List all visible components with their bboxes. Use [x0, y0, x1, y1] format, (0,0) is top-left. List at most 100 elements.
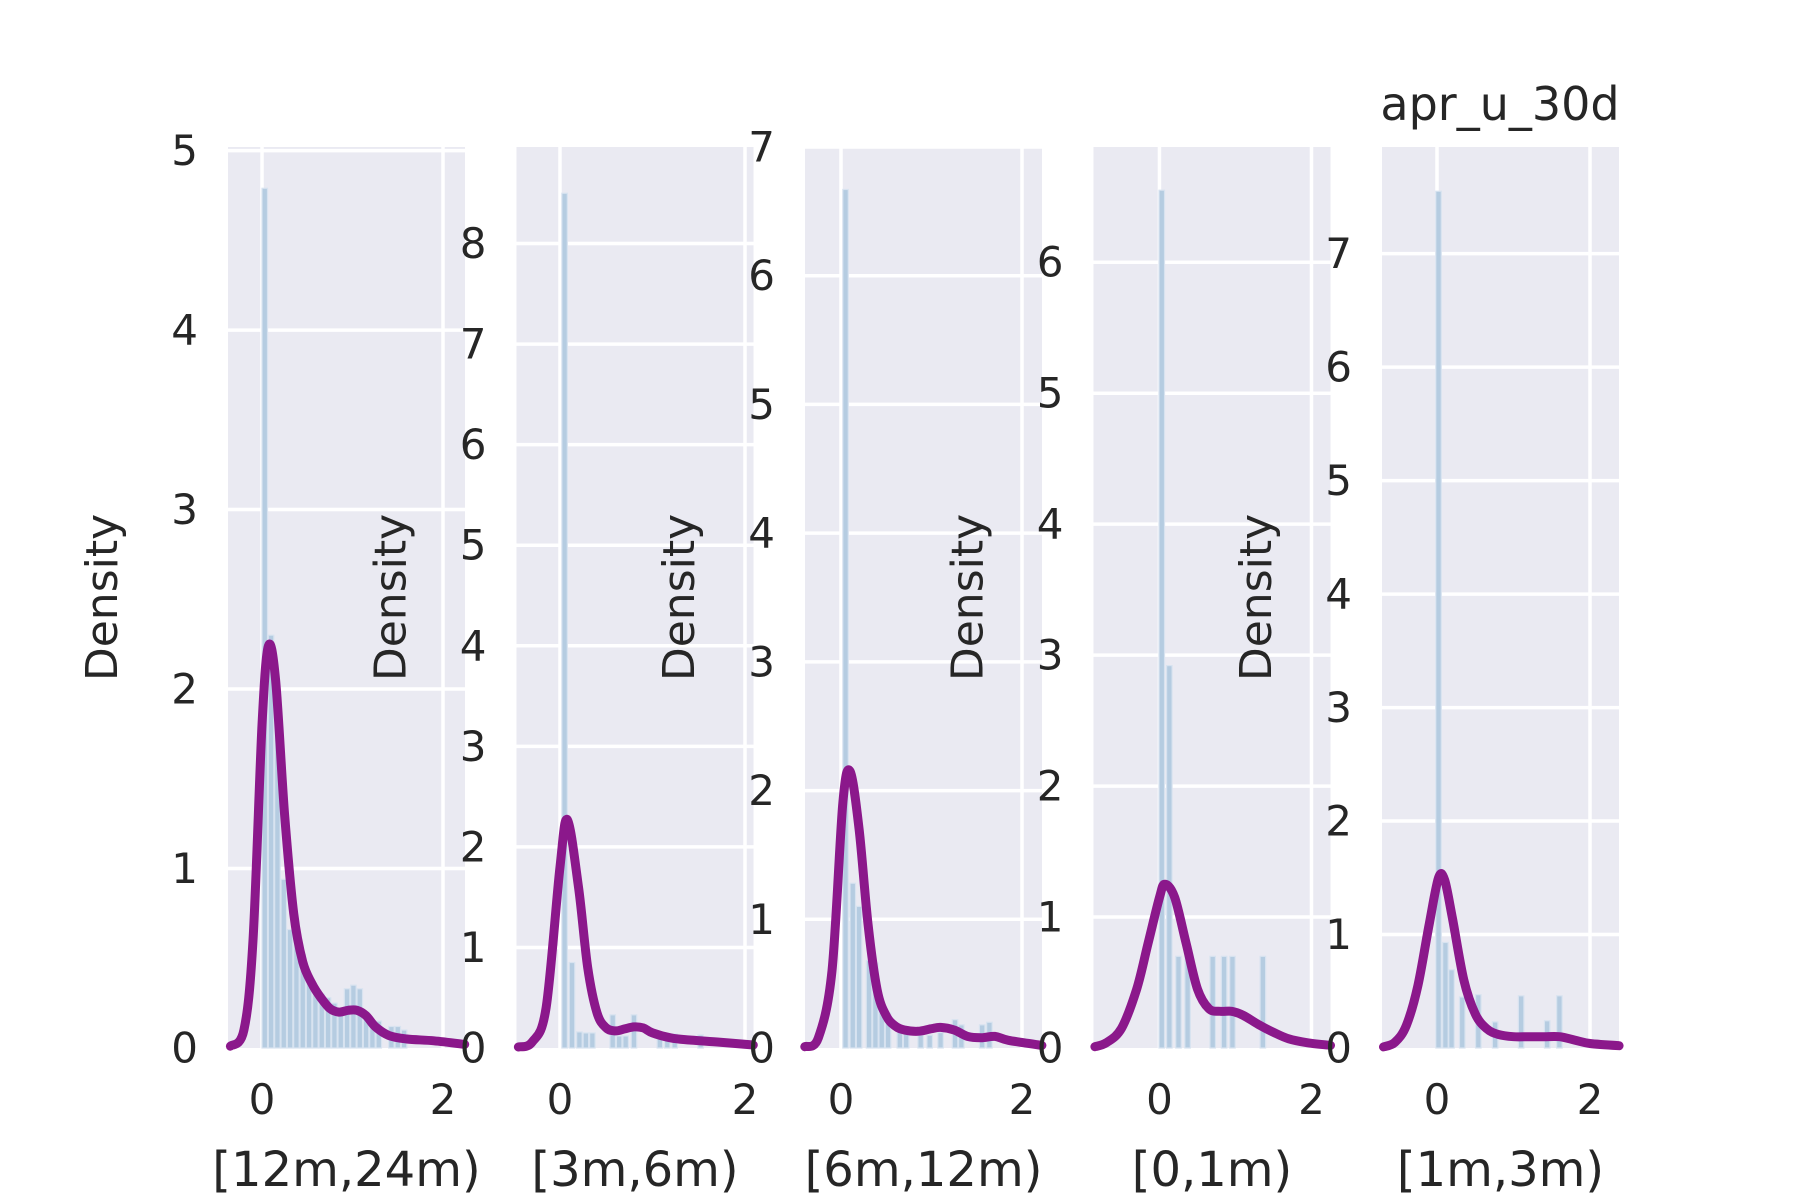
y-tick-label: 0: [748, 1024, 775, 1073]
x-axis-label: [3m,6m): [531, 1142, 738, 1198]
x-tick-label: 2: [732, 1075, 759, 1124]
y-tick-label: 6: [460, 420, 487, 469]
figure-title: apr_u_30d: [1380, 77, 1619, 131]
y-tick-label: 0: [1325, 1024, 1352, 1073]
y-tick-label: 0: [171, 1024, 198, 1073]
y-axis-label: Density: [654, 514, 705, 681]
y-axis-label: Density: [77, 514, 128, 681]
histogram-bar: [917, 1034, 924, 1049]
y-tick-label: 4: [460, 621, 487, 670]
histogram-bar: [937, 1031, 944, 1049]
histogram-bar: [331, 1002, 338, 1049]
histogram-bar: [1458, 996, 1466, 1049]
histogram-bar: [280, 878, 288, 1049]
histogram-bar: [261, 187, 269, 1049]
histogram-bar: [324, 997, 332, 1049]
y-tick-label: 3: [1037, 631, 1064, 680]
y-tick-label: 3: [1325, 683, 1352, 732]
y-axis-label: Density: [366, 514, 417, 681]
y-tick-label: 1: [171, 844, 198, 893]
y-tick-label: 5: [460, 521, 487, 570]
histogram-bar: [1448, 969, 1455, 1049]
x-tick-label: 2: [430, 1075, 457, 1124]
histogram-bar: [1517, 995, 1525, 1049]
histogram-bar: [1556, 995, 1563, 1049]
histogram-bar: [1209, 955, 1217, 1049]
histogram-bar: [1166, 664, 1173, 1049]
histogram-bar: [1435, 190, 1442, 1049]
y-tick-label: 7: [460, 320, 487, 369]
kde-curve: [225, 639, 470, 1051]
y-tick-label: 5: [171, 126, 198, 175]
histogram-bar: [576, 1031, 583, 1049]
histogram-bar: [1220, 955, 1228, 1049]
y-tick-label: 3: [460, 722, 487, 771]
y-tick-label: 3: [748, 637, 775, 686]
y-tick-label: 5: [1037, 369, 1064, 418]
y-tick-label: 7: [1325, 229, 1352, 278]
x-axis-label: [12m,24m): [212, 1142, 480, 1198]
histogram-bar: [350, 984, 357, 1049]
axes-background: [1093, 147, 1331, 1048]
y-tick-label: 4: [1325, 570, 1352, 619]
x-tick-label: 0: [1146, 1075, 1173, 1124]
histogram-bar: [1442, 941, 1449, 1049]
axes-background: [1382, 147, 1619, 1048]
y-tick-label: 6: [1325, 343, 1352, 392]
x-tick-label: 0: [547, 1075, 574, 1124]
y-tick-label: 1: [1037, 893, 1064, 942]
y-tick-label: 4: [748, 509, 775, 558]
histogram-bar: [343, 988, 351, 1049]
y-tick-label: 7: [748, 123, 775, 172]
histogram-bar: [855, 905, 863, 1049]
x-tick-label: 0: [1424, 1075, 1451, 1124]
subplot-[12m,24m): 0 1 2 3 4 5 0 2 [12m,24m) Density: [77, 126, 481, 1198]
x-axis-label: [1m,3m): [1397, 1142, 1604, 1198]
x-tick-label: 0: [828, 1075, 855, 1124]
y-tick-label: 5: [1325, 456, 1352, 505]
histogram-bar: [849, 882, 857, 1049]
histogram-bar: [286, 928, 294, 1049]
x-tick-label: 0: [249, 1075, 276, 1124]
y-tick-label: 2: [460, 822, 487, 871]
x-axis-label: [6m,12m): [805, 1142, 1043, 1198]
x-tick-label: 2: [1009, 1075, 1036, 1124]
y-tick-label: 1: [748, 895, 775, 944]
histogram-bar: [1158, 189, 1166, 1049]
y-tick-label: 0: [460, 1024, 487, 1073]
y-tick-label: 6: [1037, 238, 1064, 287]
kde-curve: [1379, 869, 1624, 1052]
y-tick-label: 0: [1037, 1024, 1064, 1073]
y-tick-label: 4: [1037, 500, 1064, 549]
y-tick-label: 2: [1325, 797, 1352, 846]
y-tick-label: 6: [748, 251, 775, 300]
histogram-bar: [1229, 955, 1236, 1049]
y-tick-label: 2: [1037, 762, 1064, 811]
y-tick-label: 5: [748, 380, 775, 429]
y-tick-label: 3: [171, 485, 198, 534]
histogram-bar: [842, 188, 849, 1049]
histogram-bar: [615, 1035, 623, 1049]
histogram-bar: [589, 1032, 596, 1049]
kde-curve: [513, 815, 758, 1052]
histogram-bar: [926, 1034, 934, 1049]
histogram-bar: [568, 961, 576, 1049]
kde-curve: [800, 765, 1047, 1052]
histogram-bar: [622, 1035, 630, 1049]
x-axis-label: [0,1m): [1132, 1142, 1293, 1198]
y-tick-label: 1: [1325, 910, 1352, 959]
histogram-bar: [561, 192, 568, 1049]
histogram-bar: [356, 988, 364, 1049]
y-tick-label: 2: [171, 665, 198, 714]
histogram-bar: [1175, 955, 1182, 1049]
x-tick-label: 2: [1298, 1075, 1325, 1124]
y-axis-label: Density: [943, 514, 994, 681]
y-axis-label: Density: [1231, 514, 1282, 681]
